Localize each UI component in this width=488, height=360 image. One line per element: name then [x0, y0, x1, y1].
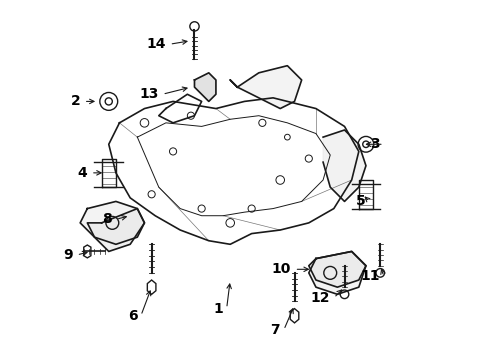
Polygon shape — [308, 251, 365, 287]
Text: 1: 1 — [213, 302, 223, 316]
Polygon shape — [80, 202, 144, 244]
Text: 4: 4 — [78, 166, 87, 180]
Polygon shape — [194, 73, 216, 102]
Text: 3: 3 — [370, 137, 380, 151]
Text: 10: 10 — [271, 262, 290, 276]
Text: 9: 9 — [63, 248, 73, 262]
Polygon shape — [308, 251, 365, 294]
Polygon shape — [87, 208, 144, 251]
Text: 2: 2 — [70, 94, 80, 108]
Text: 6: 6 — [127, 309, 137, 323]
Text: 12: 12 — [310, 291, 329, 305]
Text: 14: 14 — [146, 37, 165, 51]
Text: 13: 13 — [139, 87, 159, 101]
Text: 7: 7 — [270, 323, 280, 337]
Polygon shape — [230, 66, 301, 109]
Text: 5: 5 — [355, 194, 365, 208]
Polygon shape — [323, 130, 365, 202]
Text: 11: 11 — [360, 269, 380, 283]
Text: 8: 8 — [102, 212, 112, 226]
